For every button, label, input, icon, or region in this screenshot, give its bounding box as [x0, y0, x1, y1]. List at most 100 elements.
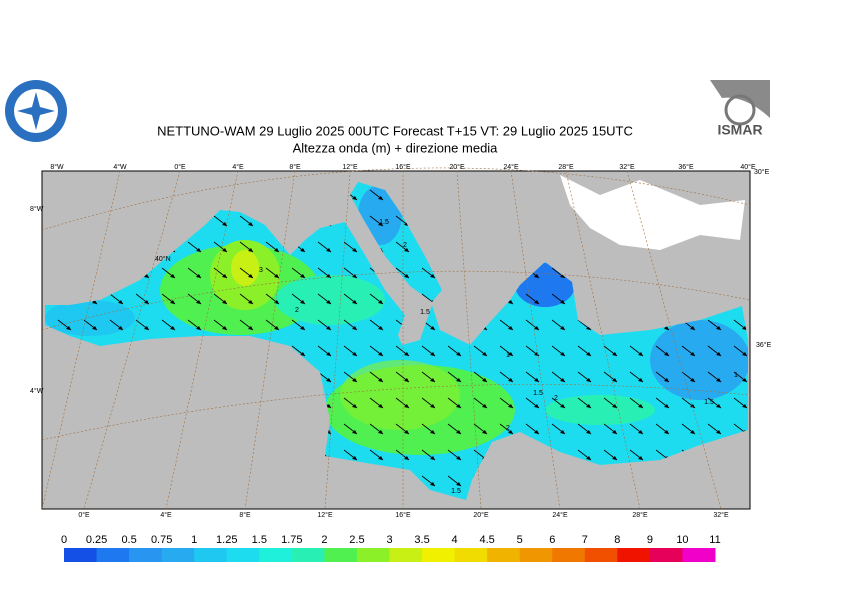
- colorbar-swatch: [422, 548, 456, 562]
- colorbar-swatch: [161, 548, 195, 562]
- colorbar-swatch: [129, 548, 163, 562]
- top-label: 4°E: [232, 163, 244, 171]
- meridian: [565, 170, 641, 510]
- top-label: 8°W: [50, 163, 64, 171]
- colorbar-swatch: [487, 548, 521, 562]
- bottom-label: 24°E: [552, 511, 568, 519]
- bottom-label: 16°E: [395, 511, 411, 519]
- colorbar-label: 1.5: [252, 534, 267, 546]
- parallel: [41, 270, 751, 331]
- colorbar-swatch: [356, 548, 390, 562]
- contour-label: 1.5: [379, 219, 389, 226]
- contour-label: 2: [403, 242, 407, 249]
- colorbar-swatch: [64, 548, 98, 562]
- colorbar-label: 0.25: [86, 534, 107, 546]
- colorbar-label: 3.5: [414, 534, 429, 546]
- meridian: [324, 170, 351, 510]
- bottom-label: 0°E: [78, 511, 90, 519]
- graticule: [41, 167, 751, 510]
- colorbar-label: 8: [614, 534, 620, 546]
- top-label: 36°E: [678, 163, 694, 171]
- colorbar-label: 11: [709, 534, 720, 546]
- colorbar-label: 2.5: [349, 534, 364, 546]
- colorbar-label: 6: [549, 534, 555, 546]
- colorbar-label: 1.75: [281, 534, 302, 546]
- meridian: [626, 170, 722, 510]
- colorbar-label: 2: [321, 534, 327, 546]
- colorbar-swatch: [96, 548, 130, 562]
- colorbar-swatch: [552, 548, 586, 562]
- bottom-label: 8°E: [239, 511, 251, 519]
- meridian: [456, 170, 482, 510]
- map: [41, 167, 751, 510]
- colorbar-label: 1.25: [216, 534, 237, 546]
- bottom-label: 28°E: [632, 511, 648, 519]
- top-label: 32°E: [619, 163, 635, 171]
- meridian: [510, 170, 561, 510]
- meridian: [165, 170, 239, 510]
- colorbar-label: 0: [61, 534, 67, 546]
- meridian: [244, 170, 296, 510]
- bottom-label: 12°E: [317, 511, 333, 519]
- contour-label: 2: [554, 395, 558, 402]
- left-label: 4°W: [30, 387, 44, 395]
- top-label: 0°E: [174, 163, 186, 171]
- bottom-label: 32°E: [713, 511, 729, 519]
- contour-label: 1.5: [420, 309, 430, 316]
- meridian: [41, 170, 121, 510]
- colorbar-swatch: [519, 548, 553, 562]
- colorbar-swatch: [291, 548, 325, 562]
- contour-label: 1.5: [533, 390, 543, 397]
- snow: [560, 175, 745, 250]
- bottom-label: 4°E: [160, 511, 172, 519]
- colorbar-swatch: [454, 548, 488, 562]
- right-label: 36°E: [756, 341, 772, 349]
- colorbar-label: 3: [386, 534, 392, 546]
- colorbar-label: 9: [647, 534, 653, 546]
- left-label: 40°N: [155, 255, 171, 263]
- colorbar-swatch: [226, 548, 260, 562]
- left-label: 8°W: [30, 205, 44, 213]
- top-label: 24°E: [503, 163, 519, 171]
- right-label: 30°E: [754, 168, 770, 176]
- colorbar-label: 7: [582, 534, 588, 546]
- logo-text: ISMAR: [717, 122, 762, 138]
- parallel: [41, 384, 751, 441]
- top-label: 20°E: [449, 163, 465, 171]
- contour-label: 1: [734, 372, 738, 379]
- colorbar-label: 0.5: [121, 534, 136, 546]
- contour-label: 2: [295, 307, 299, 314]
- colorbar-swatch: [389, 548, 423, 562]
- colorbar-swatch: [617, 548, 651, 562]
- colorbar-label: 4.5: [480, 534, 495, 546]
- top-label: 28°E: [558, 163, 574, 171]
- contour-label: 1: [506, 352, 510, 359]
- colorbar-swatch: [259, 548, 293, 562]
- colorbar-swatch: [324, 548, 358, 562]
- colorbar: 0 0.25 0.5 0.75 1 1.25 1.5 1.75 2 2.5 3 3.5 4 4.5 5 6 7 8…: [61, 534, 721, 562]
- contour-label: 3: [259, 267, 263, 274]
- meridian: [83, 170, 181, 510]
- right-logo: ISMAR: [710, 79, 770, 141]
- top-label: 40°E: [740, 163, 756, 171]
- top-label: 16°E: [395, 163, 411, 171]
- colorbar-swatch: [649, 548, 683, 562]
- colorbar-swatch: [584, 548, 618, 562]
- top-label: 4°W: [113, 163, 127, 171]
- parallel: [41, 167, 751, 231]
- contour-label: 1.5: [704, 399, 714, 406]
- colorbar-swatch: [682, 548, 716, 562]
- colorbar-label: 1: [191, 534, 197, 546]
- colorbar-label: 4: [452, 534, 458, 546]
- colorbar-label: 5: [517, 534, 523, 546]
- left-logo: [5, 80, 67, 142]
- subtitle: Altezza onda (m) + direzione media: [293, 140, 499, 155]
- bottom-label: 20°E: [473, 511, 489, 519]
- contour-label: 2: [506, 425, 510, 432]
- title: NETTUNO-WAM 29 Luglio 2025 00UTC Forecas…: [157, 123, 633, 138]
- colorbar-label: 0.75: [151, 534, 172, 546]
- top-label: 12°E: [342, 163, 358, 171]
- contour-label: 1.5: [451, 488, 461, 495]
- top-label: 8°E: [289, 163, 301, 171]
